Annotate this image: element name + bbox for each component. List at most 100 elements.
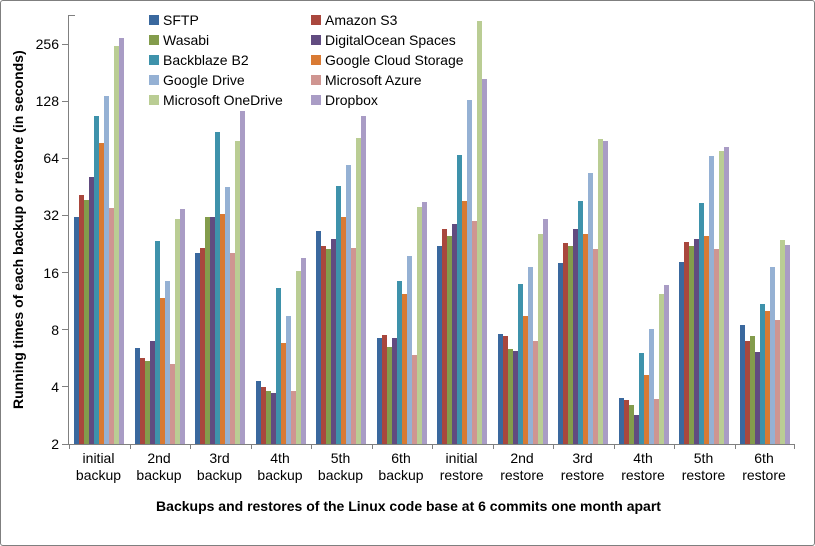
legend-label: Microsoft Azure xyxy=(325,72,422,88)
x-axis-tick xyxy=(734,445,736,449)
bar-microsoft-azure xyxy=(169,363,175,444)
legend-label: Wasabi xyxy=(163,32,210,48)
legend-item-digitalocean-spaces: DigitalOcean Spaces xyxy=(311,30,464,50)
bar-sftp xyxy=(497,333,503,444)
legend-swatch-icon xyxy=(311,75,321,85)
bar-google-drive xyxy=(588,172,594,444)
x-category-label: initial restore xyxy=(439,450,484,483)
bar-microsoft-azure xyxy=(774,320,780,444)
x-category-label: 2nd restore xyxy=(500,450,544,483)
bar-google-cloud-storage xyxy=(643,375,649,444)
bar-digitalocean-spaces xyxy=(89,177,95,444)
bar-group-2nd-backup xyxy=(130,15,191,444)
bar-digitalocean-spaces xyxy=(149,340,155,444)
x-category-label: 3rd backup xyxy=(196,450,243,483)
bar-microsoft-azure xyxy=(714,248,720,444)
x-axis-tick xyxy=(613,445,615,449)
bar-google-cloud-storage xyxy=(764,310,770,444)
y-tick-label: 256 xyxy=(35,36,59,53)
bar-microsoft-onedrive xyxy=(416,206,422,444)
legend-swatch-icon xyxy=(311,35,321,45)
bar-group-initial-backup xyxy=(69,15,130,444)
bar-wasabi xyxy=(144,360,150,444)
bar-dropbox xyxy=(724,146,730,444)
bar-microsoft-azure xyxy=(230,252,236,444)
y-axis-tick xyxy=(62,214,68,216)
bar-google-cloud-storage xyxy=(159,298,165,444)
bar-google-cloud-storage xyxy=(704,235,710,444)
bar-google-drive xyxy=(104,95,110,444)
bar-wasabi xyxy=(507,349,513,444)
bar-backblaze-b2 xyxy=(699,202,705,444)
bar-digitalocean-spaces xyxy=(331,238,337,444)
bar-wasabi xyxy=(447,235,453,444)
bar-microsoft-azure xyxy=(593,249,599,444)
legend-item-microsoft-onedrive: Microsoft OneDrive xyxy=(149,90,311,110)
bar-microsoft-onedrive xyxy=(537,233,543,444)
bar-backblaze-b2 xyxy=(517,283,523,444)
legend-item-dropbox: Dropbox xyxy=(311,90,464,110)
bar-dropbox xyxy=(240,110,246,444)
bar-group-6th-backup xyxy=(372,15,433,444)
legend-label: Google Cloud Storage xyxy=(325,52,464,68)
bar-microsoft-onedrive xyxy=(658,293,664,444)
y-axis-tick xyxy=(62,443,68,445)
bar-google-drive xyxy=(769,266,775,444)
bar-wasabi xyxy=(749,336,755,444)
y-axis-tick xyxy=(62,386,68,388)
bar-dropbox xyxy=(421,201,427,444)
bar-dropbox xyxy=(663,285,669,444)
x-category-label: 5th backup xyxy=(317,450,364,483)
bar-wasabi xyxy=(568,245,574,444)
bar-group-4th-restore xyxy=(614,15,675,444)
x-axis-tick xyxy=(250,445,252,449)
y-axis-tick xyxy=(62,43,68,45)
bar-google-cloud-storage xyxy=(401,293,407,444)
bar-microsoft-azure xyxy=(411,354,417,444)
legend-swatch-icon xyxy=(149,15,159,25)
bar-wasabi xyxy=(628,405,634,444)
legend-item-sftp: SFTP xyxy=(149,10,311,30)
bar-dropbox xyxy=(542,218,548,444)
bar-microsoft-onedrive xyxy=(295,270,301,444)
bar-digitalocean-spaces xyxy=(391,338,397,444)
bar-group-3rd-restore xyxy=(553,15,614,444)
legend-item-google-cloud-storage: Google Cloud Storage xyxy=(311,50,464,70)
bar-google-cloud-storage xyxy=(522,315,528,444)
legend-item-google-drive: Google Drive xyxy=(149,70,311,90)
bar-backblaze-b2 xyxy=(638,353,644,444)
x-category-label: 6th restore xyxy=(742,450,786,483)
bar-microsoft-onedrive xyxy=(719,150,725,444)
bar-dropbox xyxy=(784,244,790,444)
bar-microsoft-onedrive xyxy=(235,140,241,444)
bar-microsoft-azure xyxy=(532,340,538,444)
bar-wasabi xyxy=(205,216,211,444)
legend-swatch-icon xyxy=(311,55,321,65)
y-axis-tick xyxy=(62,272,68,274)
bar-google-cloud-storage xyxy=(462,200,468,444)
y-tick-label: 128 xyxy=(35,93,59,110)
bar-backblaze-b2 xyxy=(154,240,160,444)
bar-backblaze-b2 xyxy=(457,154,463,444)
x-axis-tick xyxy=(311,445,312,449)
legend-swatch-icon xyxy=(149,35,159,45)
bar-group-4th-backup xyxy=(251,15,312,444)
x-category-label: 4th backup xyxy=(257,450,303,483)
bar-group-5th-restore xyxy=(674,15,735,444)
bar-wasabi xyxy=(326,249,332,444)
bar-google-cloud-storage xyxy=(583,233,589,444)
bar-group-2nd-restore xyxy=(493,15,554,444)
legend-label: Google Drive xyxy=(163,72,245,88)
y-tick-label: 4 xyxy=(51,378,59,395)
bar-digitalocean-spaces xyxy=(512,350,518,444)
bar-microsoft-onedrive xyxy=(598,138,604,444)
legend-label: Microsoft OneDrive xyxy=(163,92,283,108)
bar-microsoft-azure xyxy=(109,208,115,444)
bar-backblaze-b2 xyxy=(578,200,584,444)
x-axis-tick xyxy=(190,445,191,449)
legend-item-amazon-s3: Amazon S3 xyxy=(311,10,464,30)
bar-digitalocean-spaces xyxy=(270,393,276,444)
bar-sftp xyxy=(739,324,745,444)
bar-sftp xyxy=(376,338,382,444)
bar-amazon-s3 xyxy=(260,386,266,444)
